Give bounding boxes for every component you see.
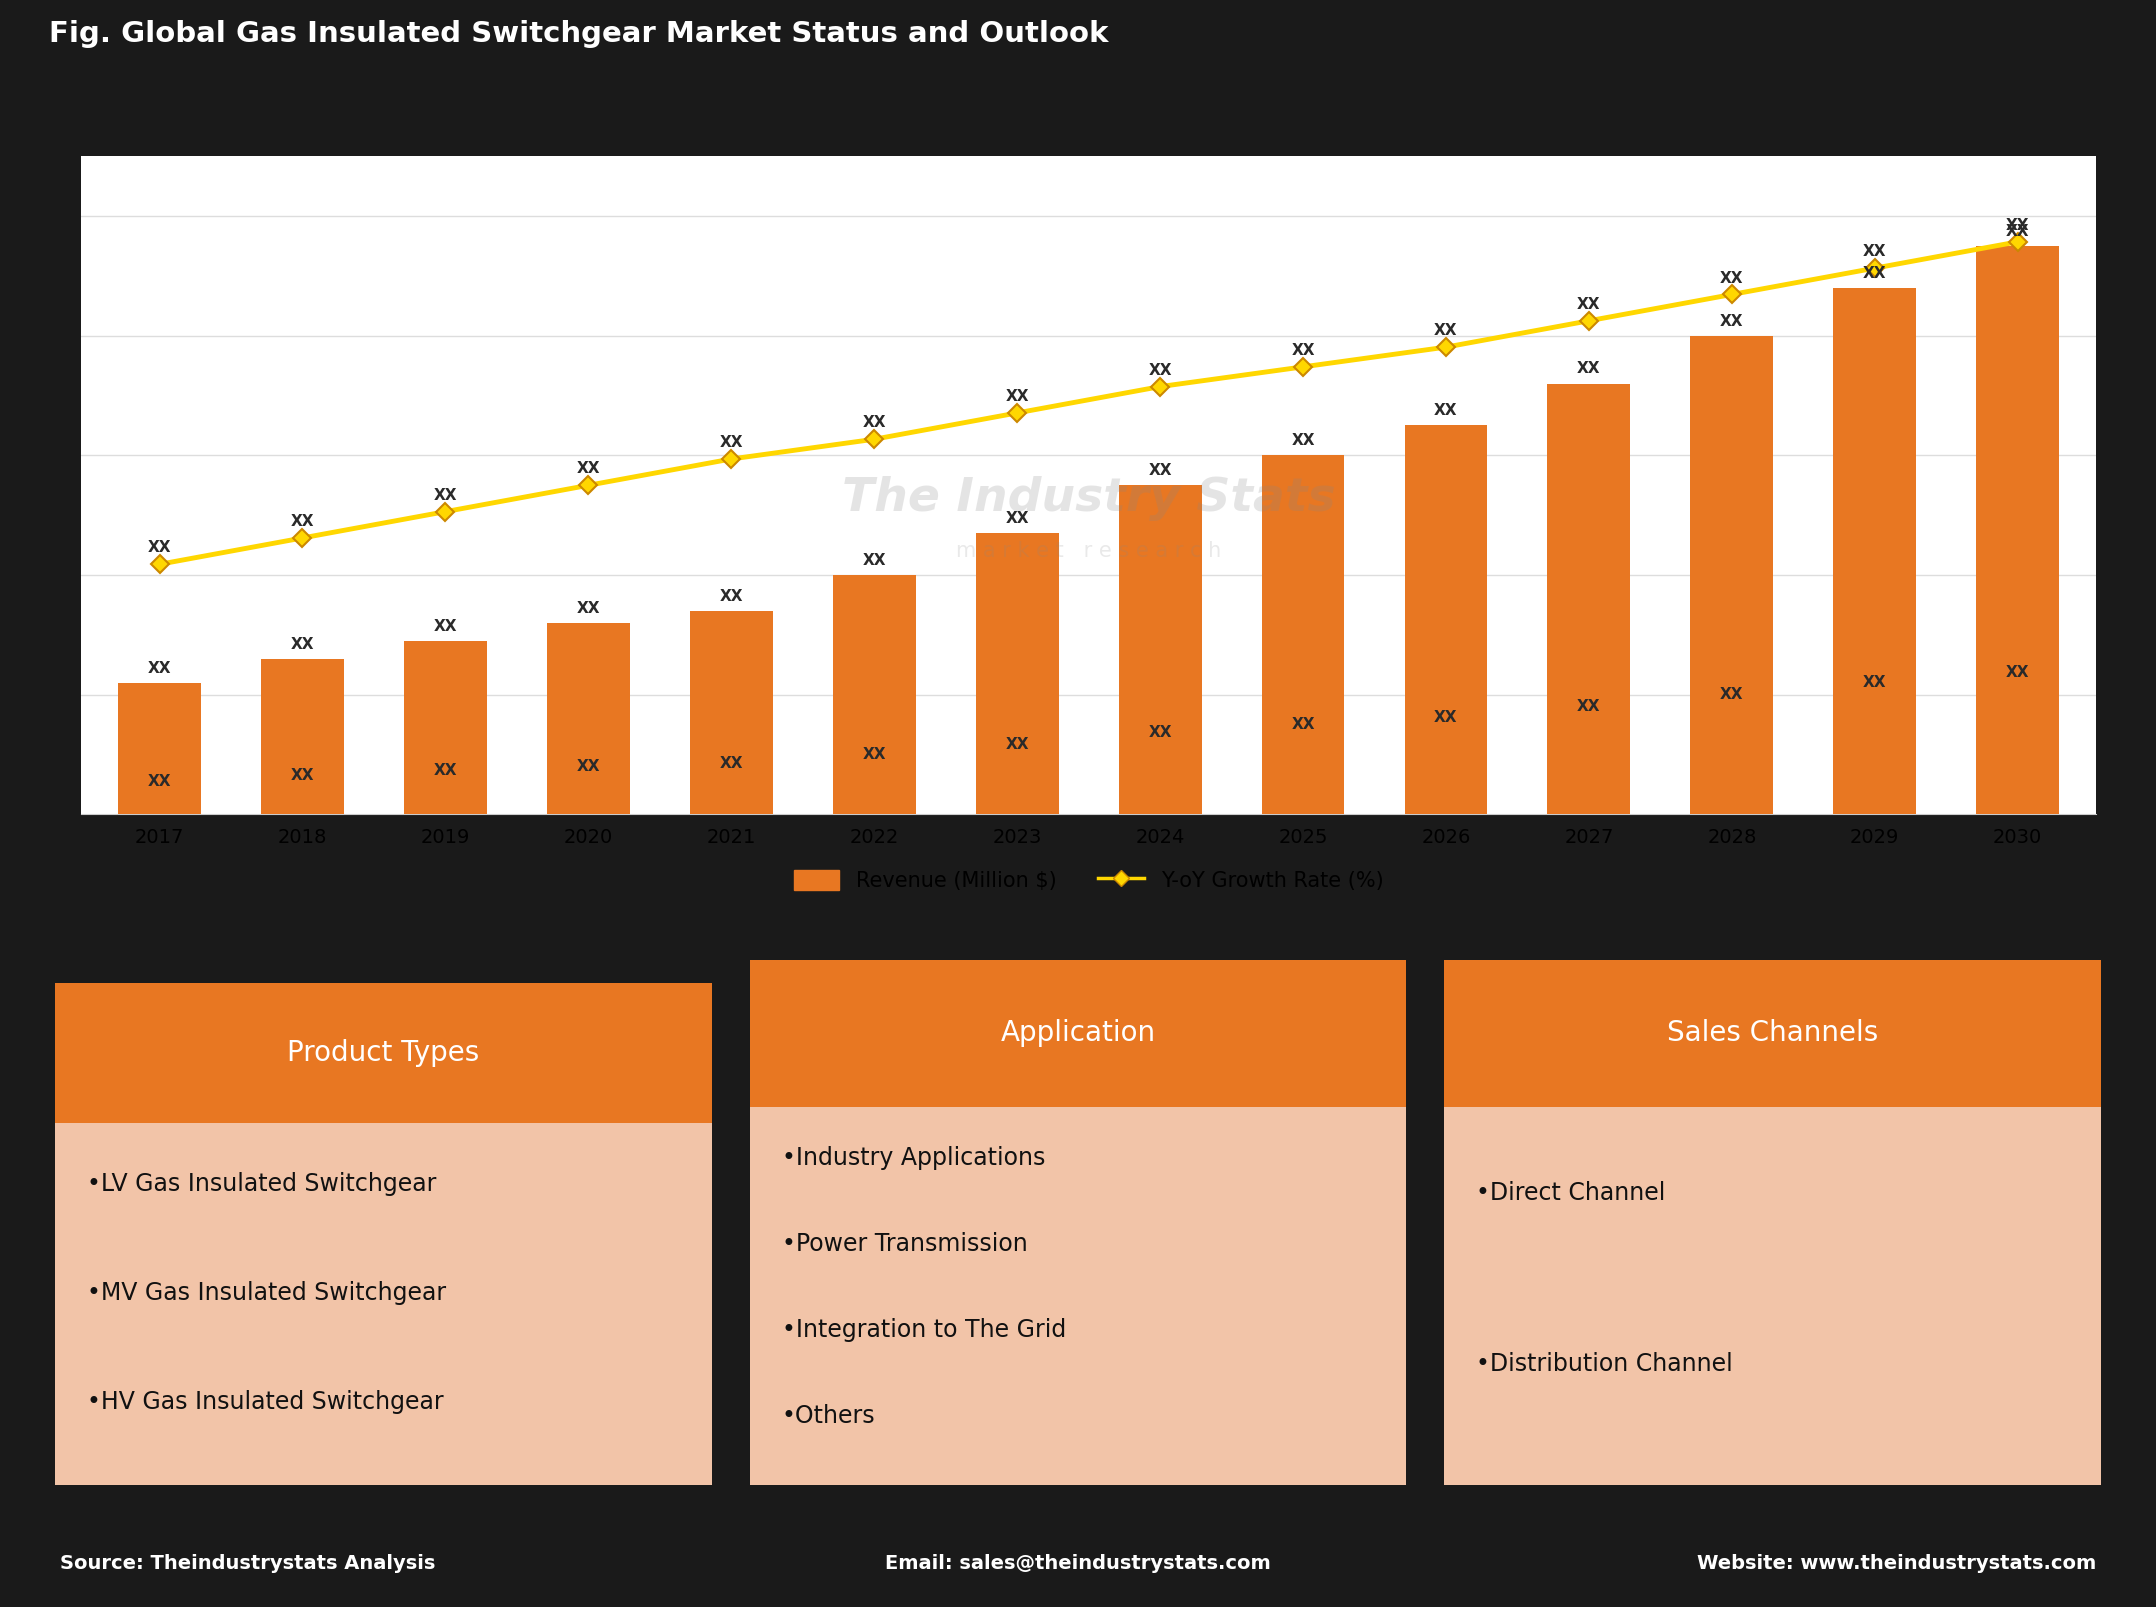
Text: •Industry Applications: •Industry Applications: [783, 1146, 1046, 1170]
Bar: [750, 959, 1406, 1107]
Text: •Power Transmission: •Power Transmission: [783, 1233, 1028, 1257]
Text: Sales Channels: Sales Channels: [1667, 1019, 1878, 1048]
Text: Application: Application: [1000, 1019, 1156, 1048]
Text: Fig. Global Gas Insulated Switchgear Market Status and Outlook: Fig. Global Gas Insulated Switchgear Mar…: [50, 19, 1108, 48]
Bar: [750, 1107, 1406, 1485]
Bar: [56, 982, 711, 1123]
Text: •Integration to The Grid: •Integration to The Grid: [783, 1318, 1065, 1342]
Bar: [1445, 1107, 2100, 1485]
Text: Source: Theindustrystats Analysis: Source: Theindustrystats Analysis: [60, 1554, 436, 1573]
Text: Website: www.theindustrystats.com: Website: www.theindustrystats.com: [1697, 1554, 2096, 1573]
Text: •MV Gas Insulated Switchgear: •MV Gas Insulated Switchgear: [86, 1281, 446, 1305]
Text: •Distribution Channel: •Distribution Channel: [1477, 1353, 1733, 1376]
Bar: [1445, 959, 2100, 1107]
Text: •LV Gas Insulated Switchgear: •LV Gas Insulated Switchgear: [86, 1172, 438, 1196]
Text: •Others: •Others: [783, 1405, 875, 1429]
Text: Email: sales@theindustrystats.com: Email: sales@theindustrystats.com: [886, 1554, 1270, 1573]
Bar: [56, 1123, 711, 1485]
Text: Product Types: Product Types: [287, 1038, 479, 1067]
Text: •Direct Channel: •Direct Channel: [1477, 1181, 1667, 1205]
Text: •HV Gas Insulated Switchgear: •HV Gas Insulated Switchgear: [86, 1390, 444, 1414]
